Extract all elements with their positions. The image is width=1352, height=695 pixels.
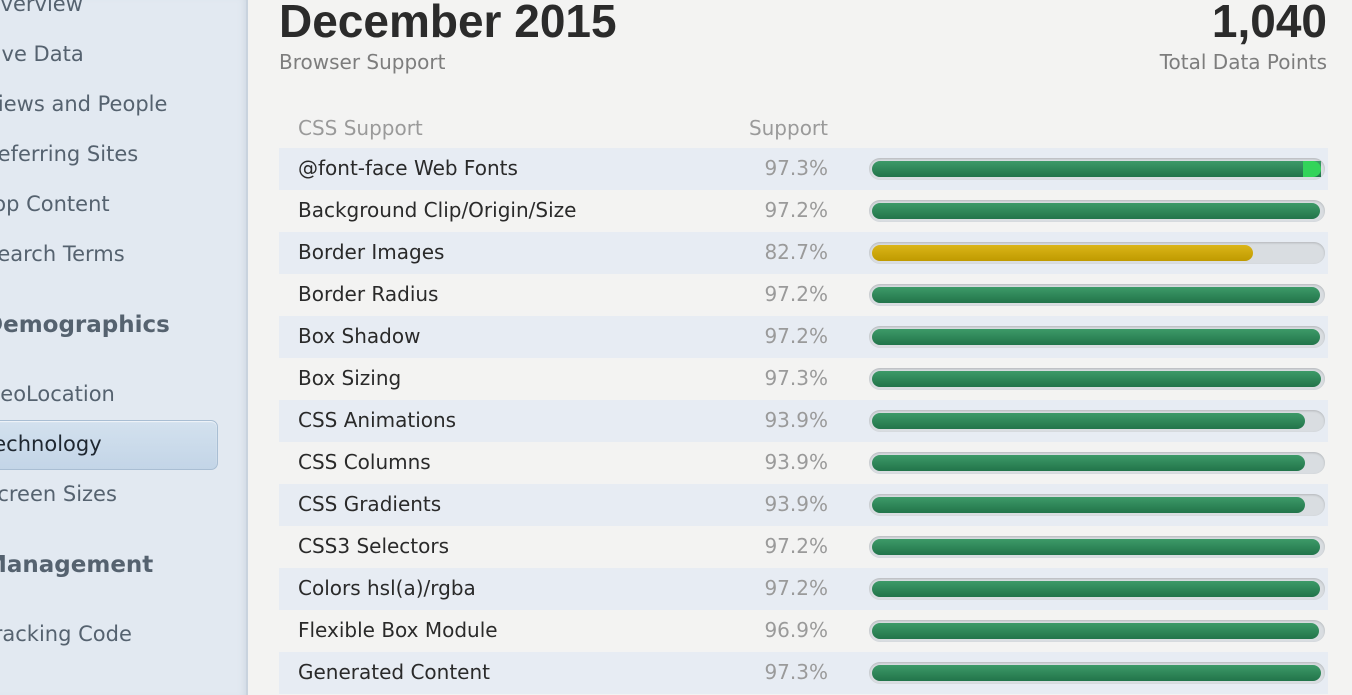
support-bar-fill — [872, 623, 1319, 639]
table-row[interactable]: @font-face Web Fonts 97.3% — [279, 148, 1328, 190]
support-bar-track — [869, 494, 1325, 516]
support-bar-fill — [872, 581, 1320, 597]
support-percent: 97.2% — [764, 324, 828, 348]
table-row[interactable]: Generated Content 97.3% — [279, 652, 1328, 694]
support-bar-highlight-tip — [1303, 161, 1321, 177]
sidebar-item-geolocation[interactable]: GeoLocation — [0, 382, 115, 406]
support-bar-fill — [872, 203, 1320, 219]
table-row[interactable]: CSS Animations 93.9% — [279, 400, 1328, 442]
total-label: Total Data Points — [1159, 50, 1327, 74]
feature-name: CSS Columns — [298, 450, 431, 474]
support-bar-fill — [872, 245, 1253, 261]
table-row[interactable]: CSS Gradients 93.9% — [279, 484, 1328, 526]
feature-name: Background Clip/Origin/Size — [298, 198, 577, 222]
support-bar-track — [869, 326, 1325, 348]
support-bar-track — [869, 662, 1325, 684]
page-subtitle: Browser Support — [279, 50, 446, 74]
support-percent: 97.3% — [764, 660, 828, 684]
table-row[interactable]: CSS3 Selectors 97.2% — [279, 526, 1328, 568]
table-row[interactable]: Border Images 82.7% — [279, 232, 1328, 274]
support-bar-fill — [872, 287, 1320, 303]
support-bar-track — [869, 242, 1325, 264]
column-header-support: Support — [748, 116, 828, 140]
support-percent: 93.9% — [764, 492, 828, 516]
support-bar-fill — [872, 161, 1321, 177]
support-percent: 97.3% — [764, 366, 828, 390]
support-bar-track — [869, 200, 1325, 222]
table-row[interactable]: Background Clip/Origin/Size 97.2% — [279, 190, 1328, 232]
table-row[interactable]: Flexible Box Module 96.9% — [279, 610, 1328, 652]
support-bar-fill — [872, 497, 1305, 513]
support-percent: 96.9% — [764, 618, 828, 642]
sidebar-item-search-terms[interactable]: Search Terms — [0, 242, 125, 266]
table-row[interactable]: Border Radius 97.2% — [279, 274, 1328, 316]
sidebar-item-tracking-code[interactable]: Tracking Code — [0, 622, 132, 646]
column-header-css-support: CSS Support — [298, 116, 423, 140]
support-percent: 97.2% — [764, 198, 828, 222]
feature-name: Box Sizing — [298, 366, 402, 390]
support-percent: 97.3% — [764, 156, 828, 180]
support-bar-fill — [872, 413, 1305, 429]
support-bar-track — [869, 368, 1325, 390]
feature-name: @font-face Web Fonts — [298, 156, 518, 180]
sidebar-item-screen-sizes[interactable]: Screen Sizes — [0, 482, 117, 506]
support-percent: 97.2% — [764, 282, 828, 306]
support-bar-track — [869, 452, 1325, 474]
support-percent: 93.9% — [764, 450, 828, 474]
support-bar-fill — [872, 455, 1305, 471]
page-title: December 2015 — [279, 0, 617, 47]
support-bar-track — [869, 536, 1325, 558]
support-bar-fill — [872, 371, 1321, 387]
total-count: 1,040 — [1211, 0, 1327, 47]
feature-name: CSS3 Selectors — [298, 534, 450, 558]
sidebar-selected-highlight[interactable] — [0, 420, 218, 470]
support-bar-track — [869, 158, 1325, 180]
feature-name: Border Radius — [298, 282, 439, 306]
support-bar-fill — [872, 665, 1321, 681]
support-bar-fill — [872, 539, 1320, 555]
table-row[interactable]: CSS Columns 93.9% — [279, 442, 1328, 484]
table-row[interactable]: Box Sizing 97.3% — [279, 358, 1328, 400]
support-percent: 97.2% — [764, 576, 828, 600]
support-bar-track — [869, 620, 1325, 642]
feature-name: Colors hsl(a)/rgba — [298, 576, 476, 600]
support-percent: 93.9% — [764, 408, 828, 432]
feature-name: Generated Content — [298, 660, 491, 684]
feature-name: Border Images — [298, 240, 445, 264]
sidebar: Overview Live Data Views and People Refe… — [0, 0, 248, 695]
support-bar-fill — [872, 329, 1320, 345]
sidebar-item-views-and-people[interactable]: Views and People — [0, 92, 168, 116]
sidebar-section-demographics: Demographics — [0, 312, 170, 338]
support-bar-track — [869, 578, 1325, 600]
feature-name: Box Shadow — [298, 324, 421, 348]
feature-name: CSS Gradients — [298, 492, 442, 516]
support-percent: 97.2% — [764, 534, 828, 558]
sidebar-item-top-content[interactable]: Top Content — [0, 192, 110, 216]
support-bar-track — [869, 410, 1325, 432]
feature-name: CSS Animations — [298, 408, 457, 432]
sidebar-item-live-data[interactable]: Live Data — [0, 42, 84, 66]
support-bar-track — [869, 284, 1325, 306]
sidebar-item-referring-sites[interactable]: Referring Sites — [0, 142, 139, 166]
sidebar-section-management: Management — [0, 552, 154, 578]
sidebar-item-technology[interactable]: Technology — [0, 432, 102, 456]
support-table: @font-face Web Fonts 97.3% Background Clip… — [279, 148, 1328, 694]
table-row[interactable]: Box Shadow 97.2% — [279, 316, 1328, 358]
feature-name: Flexible Box Module — [298, 618, 498, 642]
sidebar-item-overview[interactable]: Overview — [0, 0, 83, 16]
support-percent: 82.7% — [764, 240, 828, 264]
table-row[interactable]: Colors hsl(a)/rgba 97.2% — [279, 568, 1328, 610]
